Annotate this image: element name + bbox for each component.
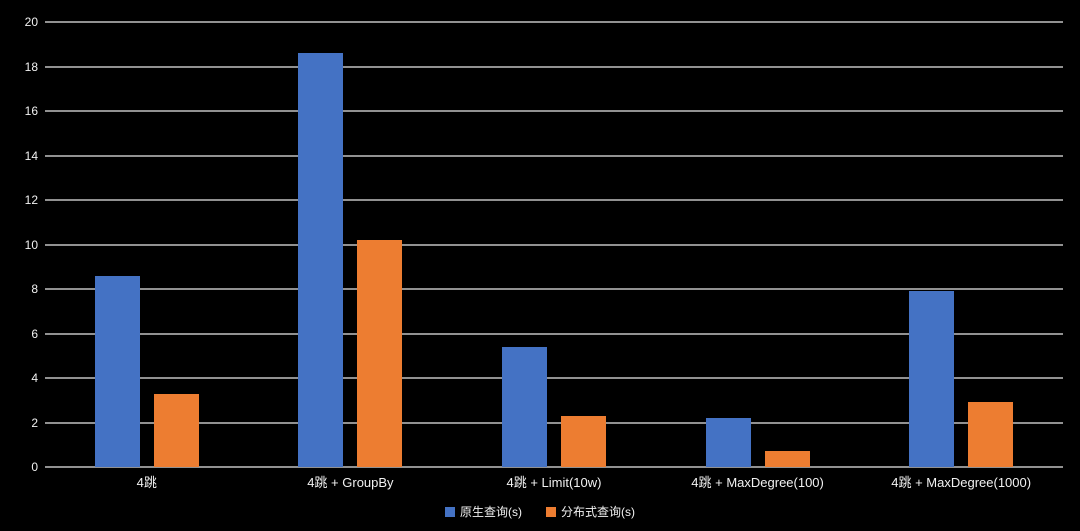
gridline-12 — [45, 199, 1063, 201]
y-tick-label-12: 12 — [24, 193, 38, 207]
legend-swatch-icon — [445, 506, 455, 517]
x-category-label-2: 4跳 + GroupBy — [307, 475, 394, 490]
y-tick-label-14: 14 — [24, 148, 38, 163]
bar-group-5 — [859, 22, 1063, 467]
bar-分布式查询(s)-4跳 + MaxDegree(1000) — [968, 402, 1014, 467]
bar-原生查询(s)-4跳 — [94, 275, 140, 467]
legend-item-分布式查询(s): 分布式查询(s) — [546, 503, 635, 520]
bar-原生查询(s)-4跳 + Limit(10w) — [501, 346, 547, 467]
bar-group-2 — [249, 22, 453, 467]
bar-group-3 — [452, 22, 656, 467]
gridline-6 — [45, 332, 1063, 335]
y-tick-label-0: 0 — [31, 460, 38, 474]
bar-原生查询(s)-4跳 + GroupBy — [298, 53, 344, 467]
gridline-16 — [45, 110, 1063, 112]
x-category-label-1: 4跳 — [136, 475, 157, 490]
bar-group-4 — [656, 22, 860, 467]
legend-swatch-icon — [546, 506, 556, 517]
y-tick-label-8: 8 — [31, 282, 38, 296]
bar-groups — [45, 22, 1063, 467]
bar-原生查询(s)-4跳 + MaxDegree(1000) — [909, 291, 955, 467]
bar-group-1 — [45, 22, 249, 467]
y-tick-label-6: 6 — [31, 326, 38, 341]
y-tick-label-18: 18 — [24, 59, 38, 74]
legend: 原生查询(s) 分布式查询(s) — [0, 503, 1080, 520]
x-category-label-4: 4跳 + MaxDegree(100) — [691, 475, 824, 490]
gridline-20 — [45, 21, 1063, 23]
y-tick-label-16: 16 — [24, 104, 38, 118]
y-tick-label-10: 10 — [24, 237, 38, 252]
y-tick-label-2: 2 — [31, 415, 38, 430]
gridline-2 — [45, 421, 1063, 424]
bar-分布式查询(s)-4跳 — [153, 393, 199, 467]
gridline-10 — [45, 243, 1063, 246]
y-tick-label-4: 4 — [31, 371, 38, 385]
legend-item-原生查询(s): 原生查询(s) — [445, 503, 522, 520]
y-axis: 0 2 4 6 8 10 12 14 16 18 20 — [0, 16, 38, 473]
x-category-label-5: 4跳 + MaxDegree(1000) — [891, 475, 1032, 490]
bar-原生查询(s)-4跳 + MaxDegree(100) — [705, 418, 751, 467]
gridline-0 — [45, 466, 1063, 468]
bar-分布式查询(s)-4跳 + GroupBy — [357, 240, 403, 467]
y-tick-label-20: 20 — [24, 15, 38, 29]
bar-分布式查询(s)-4跳 + Limit(10w) — [560, 415, 606, 467]
legend-label: 分布式查询(s) — [561, 505, 635, 519]
gridline-4 — [45, 377, 1063, 379]
plot-area — [45, 21, 1063, 468]
gridline-14 — [45, 154, 1063, 157]
gridline-18 — [45, 65, 1063, 68]
gridline-8 — [45, 288, 1063, 290]
x-category-label-3: 4跳 + Limit(10w) — [506, 475, 602, 490]
bar-分布式查询(s)-4跳 + MaxDegree(100) — [764, 451, 810, 467]
x-axis: 4跳 4跳 + GroupBy 4跳 + Limit(10w) 4跳 + MaxDeg… — [45, 472, 1063, 491]
legend-label: 原生查询(s) — [460, 505, 522, 519]
